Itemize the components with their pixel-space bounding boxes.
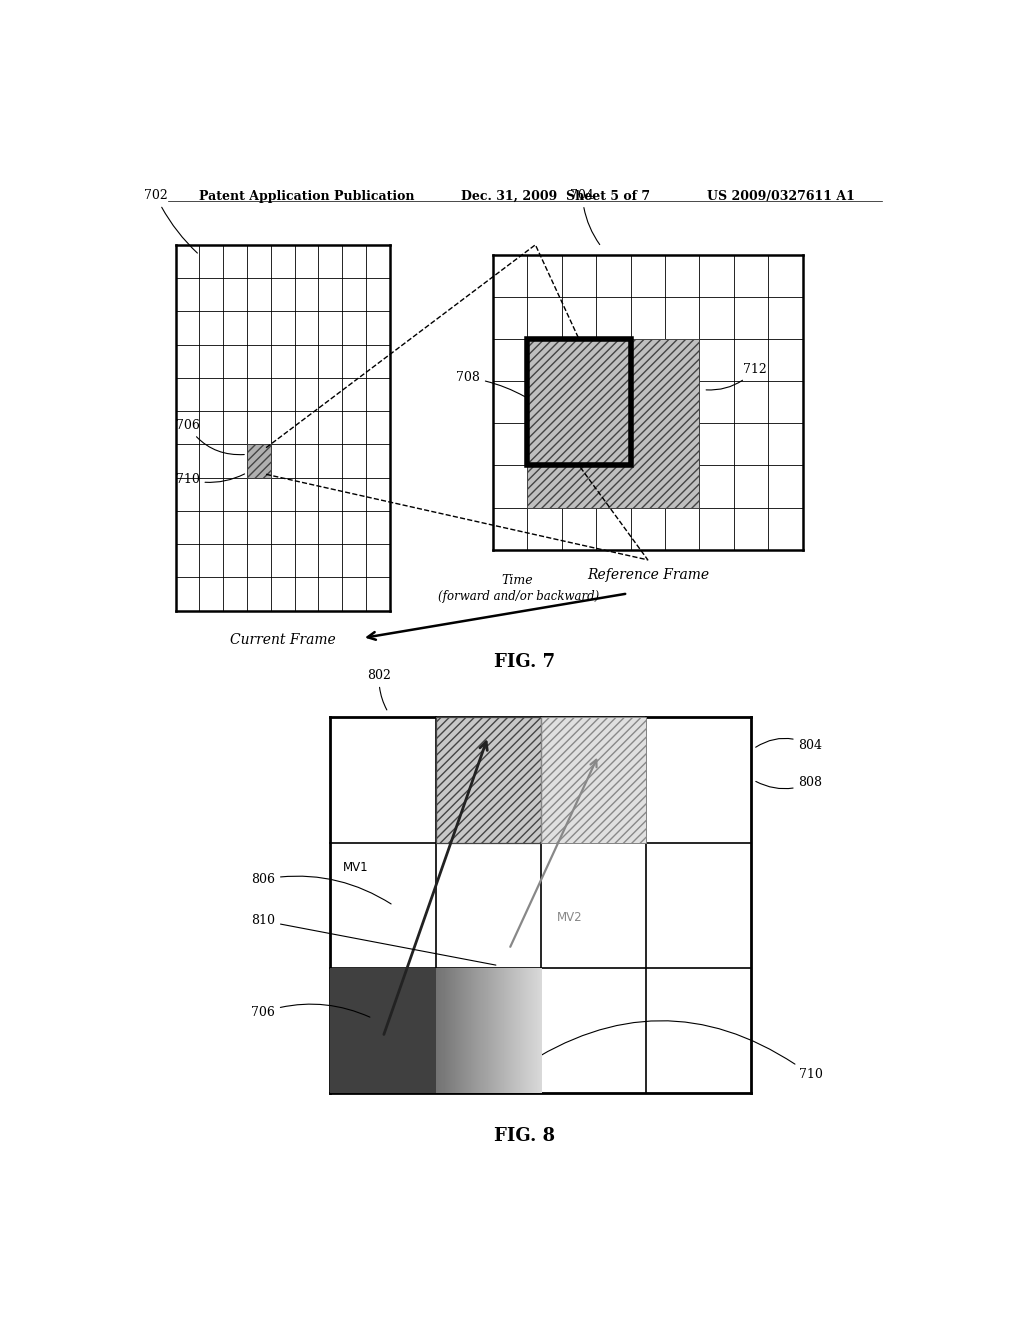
Text: 706: 706	[176, 418, 245, 454]
Text: Dec. 31, 2009  Sheet 5 of 7: Dec. 31, 2009 Sheet 5 of 7	[461, 190, 650, 203]
Text: 704: 704	[570, 189, 600, 244]
Text: 810: 810	[251, 915, 496, 965]
Text: Current Frame: Current Frame	[229, 634, 336, 647]
Bar	[435, 718, 541, 842]
Text: 710: 710	[176, 473, 245, 486]
Text: 808: 808	[756, 776, 822, 789]
Text: 804: 804	[756, 738, 822, 752]
Bar	[541, 718, 646, 842]
Text: 702: 702	[143, 189, 198, 253]
Text: Reference Frame: Reference Frame	[587, 568, 709, 582]
Text: Time: Time	[501, 574, 532, 587]
Text: 710: 710	[522, 1020, 822, 1081]
Bar	[247, 445, 270, 478]
Bar	[435, 718, 541, 842]
Text: (forward and/or backward): (forward and/or backward)	[437, 590, 599, 602]
Bar	[527, 339, 699, 508]
Text: 708: 708	[456, 371, 525, 397]
Text: US 2009/0327611 A1: US 2009/0327611 A1	[708, 190, 855, 203]
Text: FIG. 8: FIG. 8	[495, 1127, 555, 1146]
Bar	[527, 339, 699, 508]
Text: 802: 802	[368, 669, 391, 710]
Bar	[247, 445, 270, 478]
Text: FIG. 7: FIG. 7	[495, 652, 555, 671]
Text: Patent Application Publication: Patent Application Publication	[200, 190, 415, 203]
Text: 806: 806	[251, 873, 391, 904]
Text: 706: 706	[251, 1005, 370, 1019]
Text: 712: 712	[707, 363, 767, 389]
Text: MV2: MV2	[556, 912, 582, 924]
Bar	[331, 968, 435, 1093]
Bar	[541, 718, 646, 842]
Bar	[527, 339, 631, 466]
Text: MV1: MV1	[343, 862, 369, 874]
